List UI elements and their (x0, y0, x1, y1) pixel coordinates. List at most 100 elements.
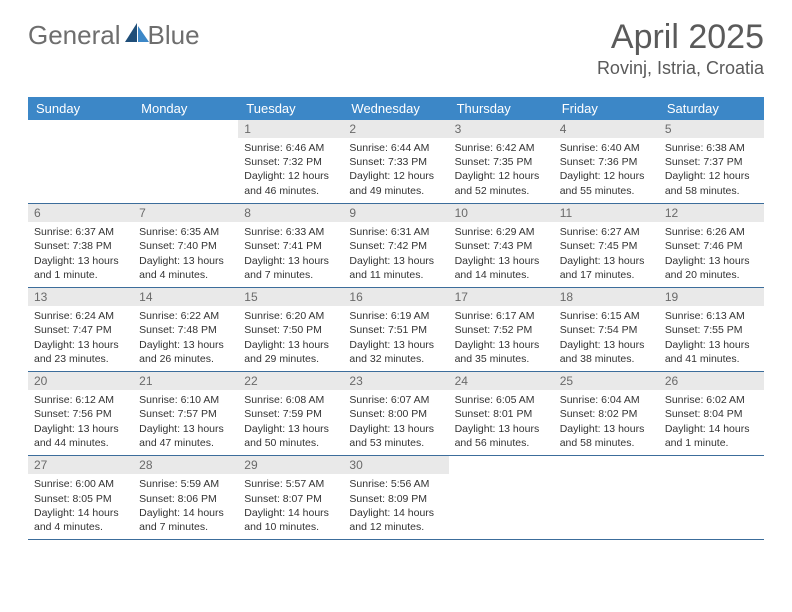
day-number: 24 (449, 372, 554, 390)
day-number: 6 (28, 204, 133, 222)
day-header-monday: Monday (133, 97, 238, 120)
day-number: 14 (133, 288, 238, 306)
day-details: Sunrise: 6:20 AMSunset: 7:50 PMDaylight:… (238, 306, 343, 371)
day-number: 29 (238, 456, 343, 474)
calendar-cell: 25Sunrise: 6:04 AMSunset: 8:02 PMDayligh… (554, 371, 659, 455)
calendar-head: SundayMondayTuesdayWednesdayThursdayFrid… (28, 97, 764, 120)
day-number: 30 (343, 456, 448, 474)
sunrise-text: Sunrise: 6:19 AM (349, 309, 442, 323)
day-number: 8 (238, 204, 343, 222)
day-number: 16 (343, 288, 448, 306)
calendar-cell: 15Sunrise: 6:20 AMSunset: 7:50 PMDayligh… (238, 287, 343, 371)
sunrise-text: Sunrise: 6:27 AM (560, 225, 653, 239)
brand-logo: General Blue (28, 20, 200, 51)
location-subtitle: Rovinj, Istria, Croatia (597, 58, 764, 79)
daylight-text: Daylight: 14 hours and 10 minutes. (244, 506, 337, 534)
daylight-text: Daylight: 13 hours and 58 minutes. (560, 422, 653, 450)
day-number: 23 (343, 372, 448, 390)
calendar-cell (28, 120, 133, 204)
sunrise-text: Sunrise: 6:44 AM (349, 141, 442, 155)
day-details: Sunrise: 6:35 AMSunset: 7:40 PMDaylight:… (133, 222, 238, 287)
sunrise-text: Sunrise: 6:05 AM (455, 393, 548, 407)
day-details: Sunrise: 6:15 AMSunset: 7:54 PMDaylight:… (554, 306, 659, 371)
sunrise-text: Sunrise: 6:42 AM (455, 141, 548, 155)
daylight-text: Daylight: 13 hours and 32 minutes. (349, 338, 442, 366)
page-title: April 2025 (597, 20, 764, 56)
day-details: Sunrise: 6:26 AMSunset: 7:46 PMDaylight:… (659, 222, 764, 287)
day-number: 10 (449, 204, 554, 222)
day-header-thursday: Thursday (449, 97, 554, 120)
calendar-row: 13Sunrise: 6:24 AMSunset: 7:47 PMDayligh… (28, 287, 764, 371)
daylight-text: Daylight: 13 hours and 17 minutes. (560, 254, 653, 282)
day-details: Sunrise: 6:37 AMSunset: 7:38 PMDaylight:… (28, 222, 133, 287)
calendar-cell: 22Sunrise: 6:08 AMSunset: 7:59 PMDayligh… (238, 371, 343, 455)
day-details: Sunrise: 6:40 AMSunset: 7:36 PMDaylight:… (554, 138, 659, 203)
sunset-text: Sunset: 7:50 PM (244, 323, 337, 337)
calendar-cell: 11Sunrise: 6:27 AMSunset: 7:45 PMDayligh… (554, 203, 659, 287)
day-details: Sunrise: 6:05 AMSunset: 8:01 PMDaylight:… (449, 390, 554, 455)
calendar-cell: 13Sunrise: 6:24 AMSunset: 7:47 PMDayligh… (28, 287, 133, 371)
day-number: 5 (659, 120, 764, 138)
day-number: 17 (449, 288, 554, 306)
daylight-text: Daylight: 13 hours and 41 minutes. (665, 338, 758, 366)
day-number: 27 (28, 456, 133, 474)
daylight-text: Daylight: 13 hours and 23 minutes. (34, 338, 127, 366)
calendar-cell: 2Sunrise: 6:44 AMSunset: 7:33 PMDaylight… (343, 120, 448, 204)
calendar-cell: 21Sunrise: 6:10 AMSunset: 7:57 PMDayligh… (133, 371, 238, 455)
calendar-cell: 27Sunrise: 6:00 AMSunset: 8:05 PMDayligh… (28, 456, 133, 540)
calendar-cell: 20Sunrise: 6:12 AMSunset: 7:56 PMDayligh… (28, 371, 133, 455)
day-details: Sunrise: 6:12 AMSunset: 7:56 PMDaylight:… (28, 390, 133, 455)
day-details: Sunrise: 6:44 AMSunset: 7:33 PMDaylight:… (343, 138, 448, 203)
day-number: 4 (554, 120, 659, 138)
day-number: 18 (554, 288, 659, 306)
day-details: Sunrise: 6:08 AMSunset: 7:59 PMDaylight:… (238, 390, 343, 455)
sunrise-text: Sunrise: 5:59 AM (139, 477, 232, 491)
sunset-text: Sunset: 7:36 PM (560, 155, 653, 169)
sunset-text: Sunset: 7:43 PM (455, 239, 548, 253)
sunset-text: Sunset: 8:02 PM (560, 407, 653, 421)
day-number: 22 (238, 372, 343, 390)
daylight-text: Daylight: 13 hours and 7 minutes. (244, 254, 337, 282)
sunrise-text: Sunrise: 6:29 AM (455, 225, 548, 239)
calendar-row: 1Sunrise: 6:46 AMSunset: 7:32 PMDaylight… (28, 120, 764, 204)
sunrise-text: Sunrise: 6:15 AM (560, 309, 653, 323)
day-details: Sunrise: 6:04 AMSunset: 8:02 PMDaylight:… (554, 390, 659, 455)
sunset-text: Sunset: 7:56 PM (34, 407, 127, 421)
sunset-text: Sunset: 7:54 PM (560, 323, 653, 337)
calendar-cell: 17Sunrise: 6:17 AMSunset: 7:52 PMDayligh… (449, 287, 554, 371)
sunset-text: Sunset: 8:01 PM (455, 407, 548, 421)
sunrise-text: Sunrise: 6:07 AM (349, 393, 442, 407)
calendar-cell: 16Sunrise: 6:19 AMSunset: 7:51 PMDayligh… (343, 287, 448, 371)
daylight-text: Daylight: 14 hours and 1 minute. (665, 422, 758, 450)
day-details: Sunrise: 5:57 AMSunset: 8:07 PMDaylight:… (238, 474, 343, 539)
daylight-text: Daylight: 13 hours and 47 minutes. (139, 422, 232, 450)
sunrise-text: Sunrise: 6:37 AM (34, 225, 127, 239)
calendar-cell: 12Sunrise: 6:26 AMSunset: 7:46 PMDayligh… (659, 203, 764, 287)
sunrise-text: Sunrise: 6:22 AM (139, 309, 232, 323)
sunrise-text: Sunrise: 6:20 AM (244, 309, 337, 323)
daylight-text: Daylight: 12 hours and 49 minutes. (349, 169, 442, 197)
day-number: 2 (343, 120, 448, 138)
day-number: 21 (133, 372, 238, 390)
calendar-cell: 1Sunrise: 6:46 AMSunset: 7:32 PMDaylight… (238, 120, 343, 204)
daylight-text: Daylight: 13 hours and 1 minute. (34, 254, 127, 282)
daylight-text: Daylight: 13 hours and 44 minutes. (34, 422, 127, 450)
sunrise-text: Sunrise: 6:33 AM (244, 225, 337, 239)
day-details: Sunrise: 6:22 AMSunset: 7:48 PMDaylight:… (133, 306, 238, 371)
sunrise-text: Sunrise: 6:31 AM (349, 225, 442, 239)
day-header-sunday: Sunday (28, 97, 133, 120)
sunset-text: Sunset: 7:41 PM (244, 239, 337, 253)
day-header-saturday: Saturday (659, 97, 764, 120)
sunset-text: Sunset: 8:05 PM (34, 492, 127, 506)
calendar-cell: 30Sunrise: 5:56 AMSunset: 8:09 PMDayligh… (343, 456, 448, 540)
day-number: 1 (238, 120, 343, 138)
brand-word-2: Blue (148, 20, 200, 51)
day-number: 25 (554, 372, 659, 390)
daylight-text: Daylight: 13 hours and 38 minutes. (560, 338, 653, 366)
sunset-text: Sunset: 7:33 PM (349, 155, 442, 169)
daylight-text: Daylight: 12 hours and 52 minutes. (455, 169, 548, 197)
day-details: Sunrise: 6:42 AMSunset: 7:35 PMDaylight:… (449, 138, 554, 203)
day-number: 20 (28, 372, 133, 390)
day-details: Sunrise: 6:00 AMSunset: 8:05 PMDaylight:… (28, 474, 133, 539)
sunset-text: Sunset: 7:32 PM (244, 155, 337, 169)
